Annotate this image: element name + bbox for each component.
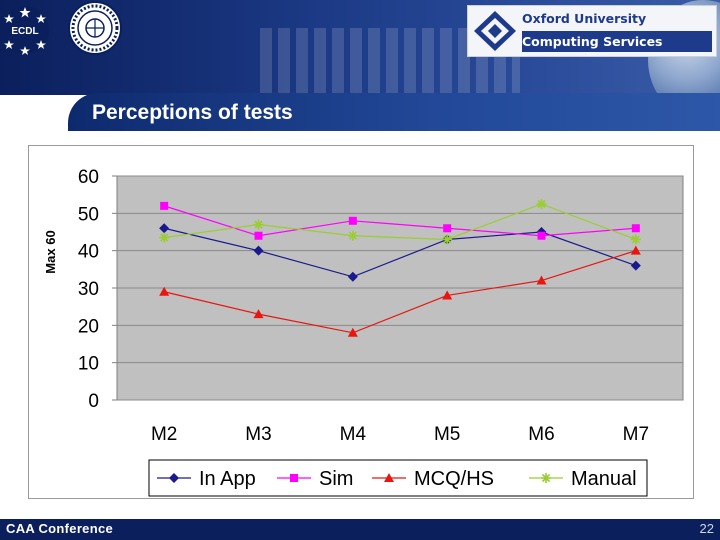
data-point-sim	[160, 201, 169, 210]
legend-label-in-app: In App	[199, 468, 256, 490]
data-point-in-app	[253, 245, 264, 256]
slide-footer	[0, 519, 720, 540]
legend-label-mcq-hs: MCQ/HS	[414, 468, 494, 490]
title-bar	[68, 93, 720, 131]
y-axis-title: Max 60	[43, 230, 58, 273]
y-tick-label: 10	[78, 354, 99, 375]
series-line-manual	[164, 203, 637, 241]
y-tick-label: 20	[78, 316, 99, 337]
line-chart: 0 10 20 30 40 50 60 M2 M3 M4 M5 M6 M7 Max 60 In App Sim…	[43, 167, 684, 497]
ecdl-label: ECDL	[11, 26, 38, 37]
data-point-manual	[159, 232, 170, 243]
data-point-in-app	[159, 223, 170, 234]
data-point-mcq-hs	[442, 290, 453, 300]
data-point-in-app	[347, 271, 358, 282]
legend-label-sim: Sim	[319, 468, 353, 490]
international-driving-licence-seal	[68, 1, 122, 55]
data-point-manual	[442, 234, 453, 245]
legend-marker-mcq-hs	[384, 473, 394, 482]
oxford-university-label: Oxford University	[522, 11, 647, 26]
data-point-manual	[347, 230, 358, 241]
x-tick-label: M6	[528, 424, 554, 445]
footer-conference-label: CAA Conference	[6, 521, 114, 536]
data-point-in-app	[630, 260, 641, 271]
data-point-mcq-hs	[630, 245, 641, 255]
computing-services-label: Computing Services	[522, 31, 712, 52]
oxford-branding: Oxford University Computing Services	[467, 5, 717, 57]
data-point-mcq-hs	[536, 275, 547, 285]
legend-marker-in-app	[169, 473, 179, 483]
data-point-sim	[254, 231, 263, 240]
data-point-mcq-hs	[159, 286, 170, 296]
ecdl-logo: ECDL	[1, 6, 49, 55]
chart-frame: 0 10 20 30 40 50 60 M2 M3 M4 M5 M6 M7 Max 60 In App Sim…	[28, 145, 694, 499]
page-number: 22	[699, 521, 714, 536]
data-point-sim	[537, 231, 546, 240]
x-tick-label: M5	[434, 424, 460, 445]
slide-title: Perceptions of tests	[92, 101, 293, 124]
x-tick-label: M4	[340, 424, 367, 445]
legend-marker-sim	[290, 474, 298, 482]
oucs-logo	[474, 11, 516, 51]
y-tick-label: 60	[78, 167, 99, 188]
data-point-sim	[443, 224, 452, 233]
series-line-mcq-hs	[164, 250, 637, 334]
legend-label-manual: Manual	[571, 468, 637, 490]
y-tick-label: 0	[88, 391, 99, 412]
y-tick-label: 30	[78, 279, 99, 300]
data-point-manual	[536, 199, 547, 209]
x-tick-label: M2	[151, 424, 177, 445]
data-point-sim	[348, 216, 357, 225]
series-line-sim	[163, 205, 636, 237]
data-point-manual	[253, 219, 264, 230]
y-tick-label: 40	[78, 242, 99, 263]
data-point-sim	[631, 224, 640, 233]
x-tick-label: M7	[623, 424, 649, 445]
y-tick-label: 50	[78, 204, 99, 225]
data-point-mcq-hs	[253, 309, 264, 319]
x-tick-label: M3	[245, 424, 271, 445]
data-point-manual	[630, 234, 641, 245]
series-line-in-app	[164, 227, 637, 278]
data-point-mcq-hs	[347, 327, 358, 337]
legend-marker-manual	[541, 473, 551, 483]
